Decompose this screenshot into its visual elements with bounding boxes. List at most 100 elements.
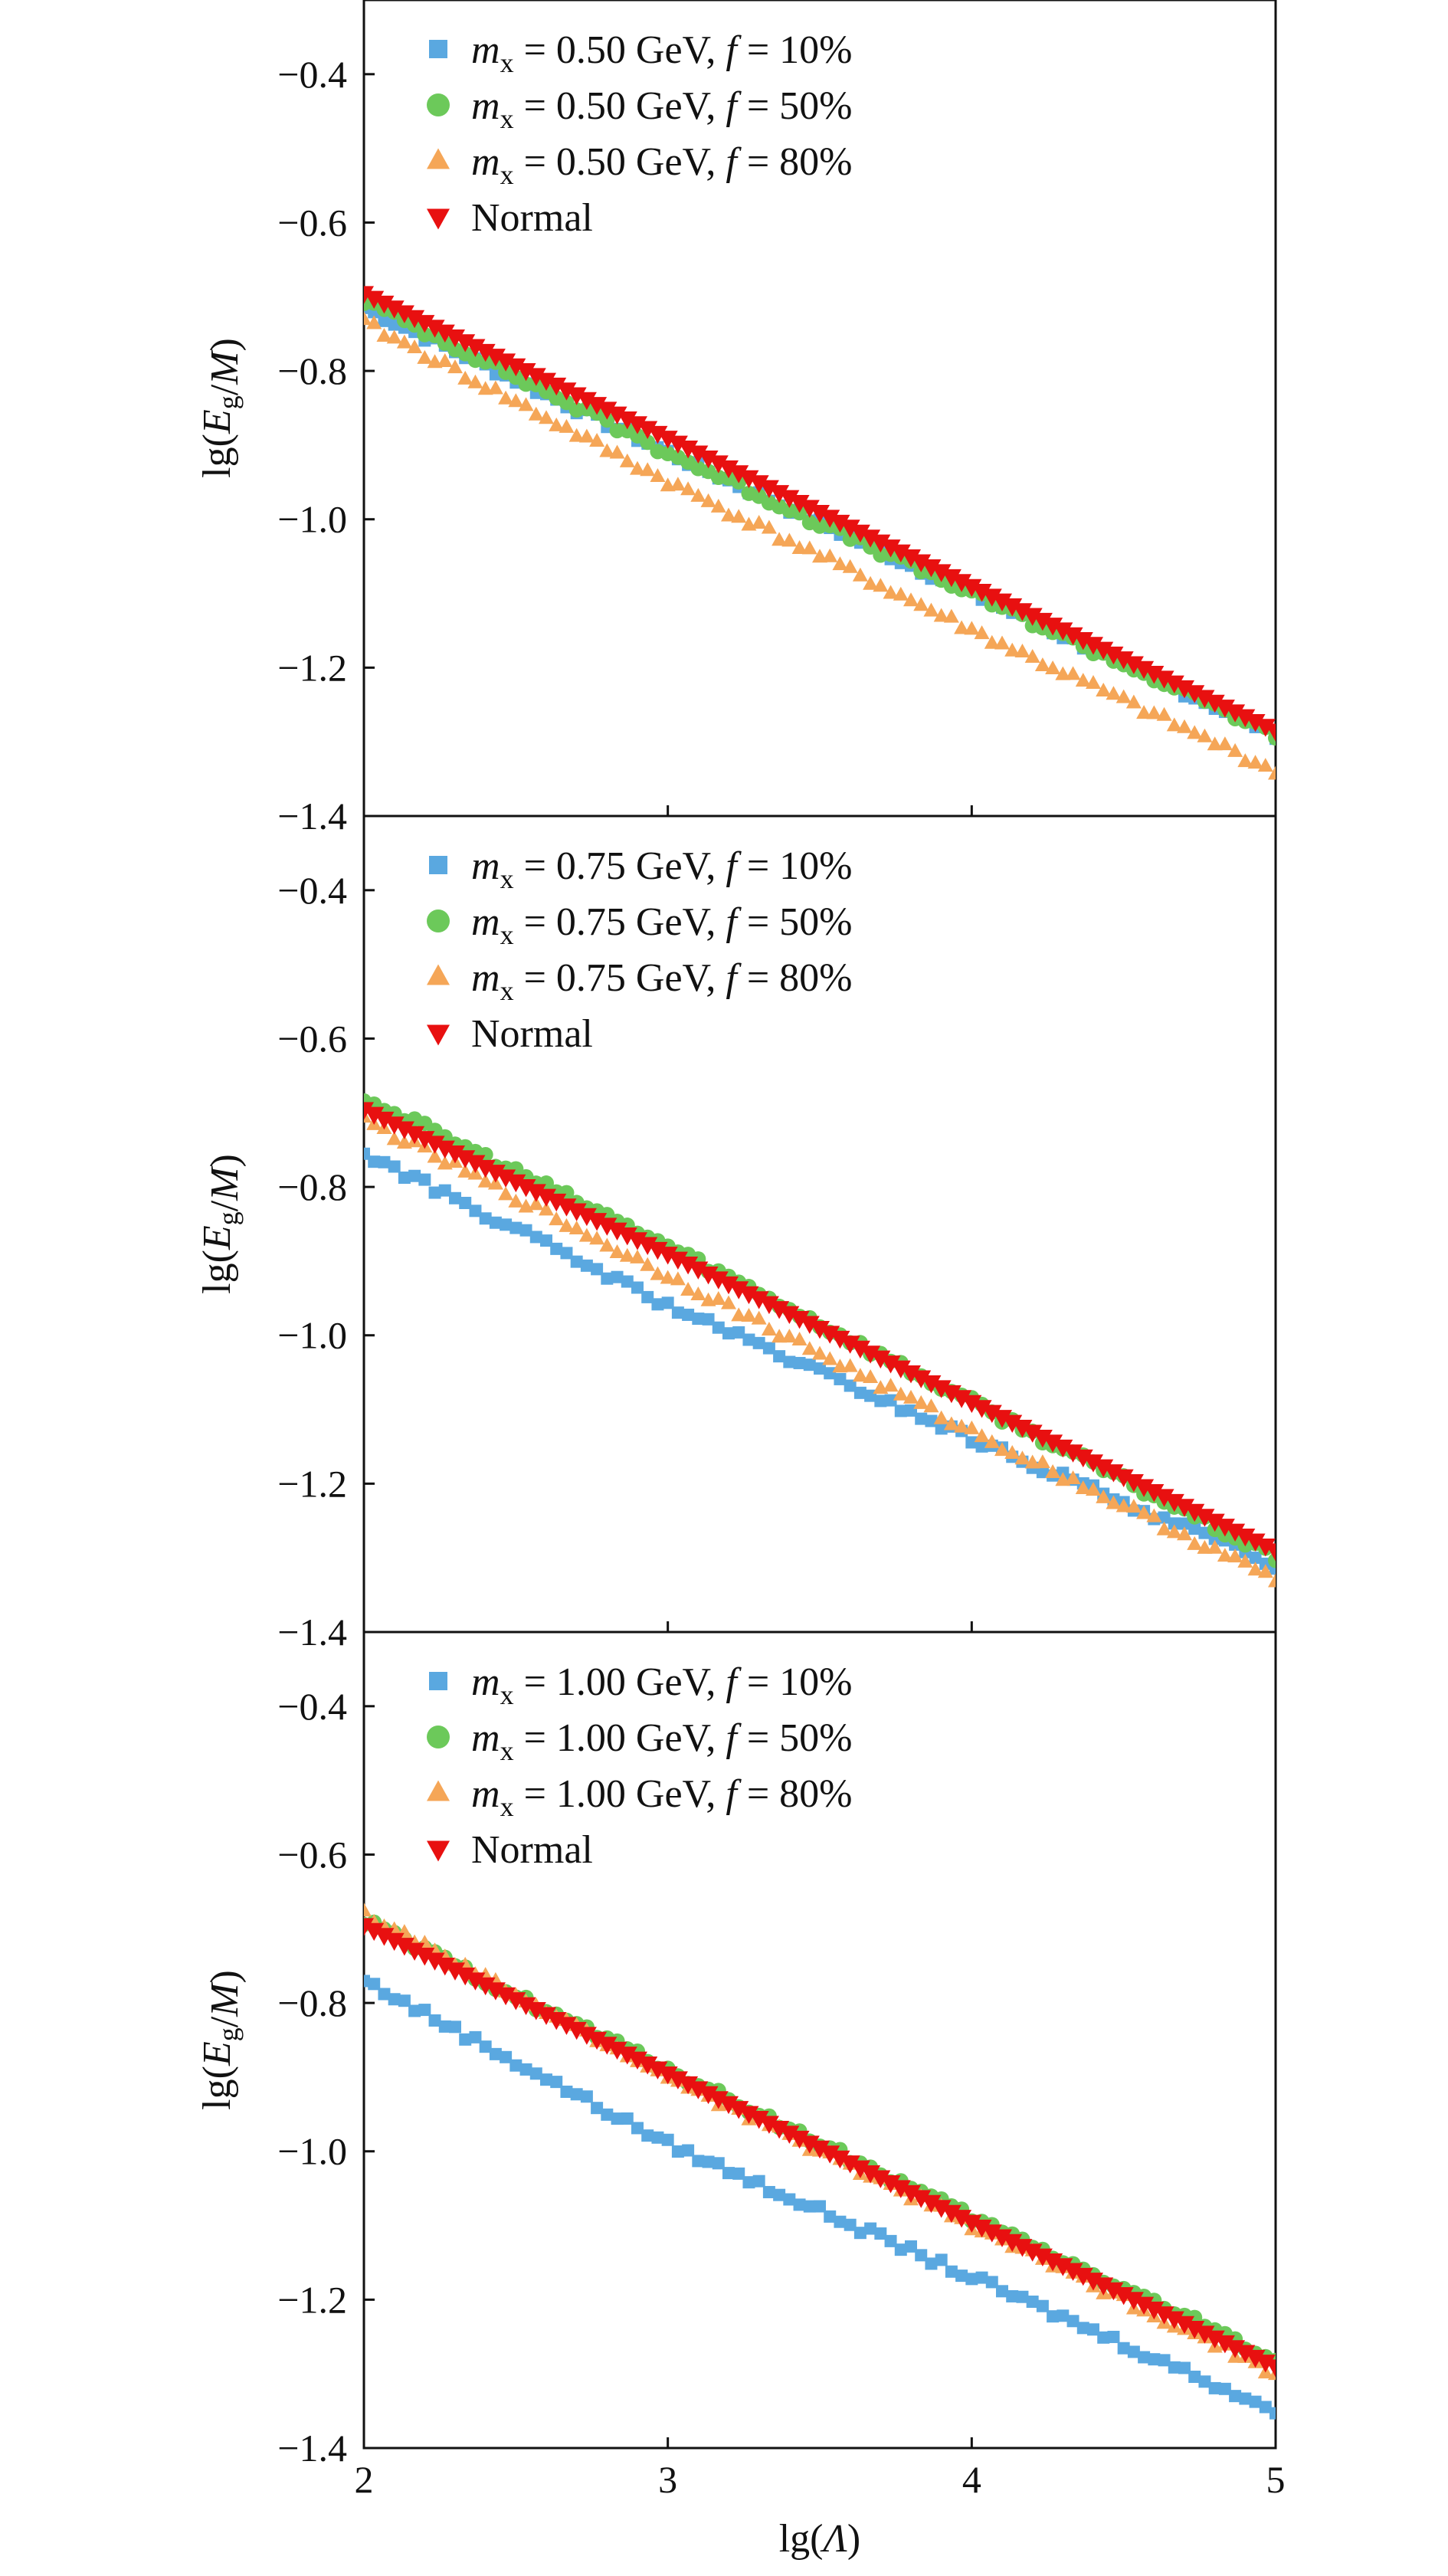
data-point: [477, 1173, 493, 1188]
data-point: [424, 1136, 445, 1154]
data-point: [791, 1331, 808, 1345]
legend-label-f10: mx = 0.75 GeV, f = 10%: [471, 844, 852, 894]
data-point: [529, 1231, 542, 1244]
data-point: [445, 1962, 465, 1981]
data-point: [1073, 2267, 1093, 2286]
data-point: [1174, 680, 1194, 699]
data-point: [680, 481, 696, 496]
data-point: [651, 2131, 664, 2144]
data-point: [671, 2145, 684, 2158]
data-point: [364, 1975, 370, 1988]
data-point: [1053, 2258, 1073, 2276]
y-axis-title: lg(Eg/M): [195, 338, 247, 478]
data-point: [434, 324, 455, 343]
data-point: [913, 1395, 929, 1409]
data-point: [974, 1428, 990, 1443]
legend-label-f50: mx = 0.75 GeV, f = 50%: [471, 900, 852, 950]
data-point: [556, 2017, 577, 2035]
data-point: [1187, 725, 1203, 739]
data-point: [1117, 2342, 1130, 2355]
data-point: [880, 1355, 901, 1374]
data-point: [901, 1365, 921, 1384]
data-point: [528, 1196, 544, 1211]
data-point: [935, 1422, 948, 1435]
data-point: [485, 349, 506, 367]
data-point: [475, 343, 496, 362]
data-point: [1269, 1562, 1276, 1575]
data-point: [761, 519, 777, 534]
data-point: [1194, 690, 1215, 708]
legend: mx = 0.75 GeV, f = 10% mx = 0.75 GeV, f =…: [427, 844, 852, 1056]
y-tick-label: −0.8: [277, 1165, 347, 1208]
data-point: [678, 2076, 699, 2095]
data-point: [994, 635, 1010, 650]
data-point: [1043, 2253, 1063, 2272]
data-point: [609, 1244, 625, 1259]
data-point: [1164, 2311, 1184, 2329]
legend-label-f80: mx = 0.50 GeV, f = 80%: [471, 140, 852, 190]
data-point: [418, 2004, 431, 2017]
data-point: [445, 329, 465, 348]
data-point: [667, 435, 688, 454]
data-point: [1214, 700, 1235, 718]
data-point: [650, 468, 666, 483]
data-point: [981, 1404, 1002, 1424]
y-axis-title: lg(Eg/M): [195, 1970, 247, 2110]
data-point: [386, 1131, 402, 1145]
data-point: [455, 334, 476, 352]
data-point: [1158, 1511, 1171, 1524]
data-point: [962, 1395, 982, 1414]
data-points: [364, 286, 1276, 780]
y-tick-label: −1.2: [277, 646, 347, 689]
data-point: [388, 1993, 401, 2006]
data-point: [1115, 689, 1132, 703]
data-point: [1012, 1420, 1033, 1438]
data-point: [1207, 1539, 1223, 1554]
data-point: [722, 2167, 735, 2180]
series-normal: [364, 1102, 1276, 1562]
series-f10: [364, 1975, 1276, 2420]
data-point: [1225, 2340, 1246, 2358]
data-point: [702, 1313, 715, 1326]
data-point: [475, 1977, 496, 1996]
data-point: [682, 2144, 695, 2157]
data-point: [996, 2285, 1008, 2298]
data-point: [465, 1155, 486, 1173]
y-tick-label: −0.4: [277, 869, 347, 912]
data-point: [670, 1271, 686, 1286]
data-point: [1113, 2287, 1134, 2306]
data-point: [457, 1163, 473, 1178]
data-point: [1266, 2359, 1276, 2378]
data-point: [1164, 1493, 1184, 1512]
data-point: [719, 2096, 739, 2115]
data-point: [1006, 2289, 1019, 2302]
data-point: [1184, 2321, 1205, 2339]
data-point: [601, 1272, 614, 1285]
data-point: [1014, 644, 1030, 658]
plot-frame: [362, 1630, 1277, 2450]
data-point: [682, 1308, 695, 1321]
data-point: [607, 1222, 627, 1241]
y-tick-label: −1.2: [277, 2278, 347, 2321]
data-point: [749, 1291, 769, 1309]
data-point: [1043, 618, 1063, 636]
data-point: [1096, 1489, 1112, 1503]
data-point: [597, 1218, 618, 1236]
data-point: [1235, 2345, 1256, 2363]
data-point: [1245, 2349, 1266, 2368]
data-point: [834, 2215, 847, 2228]
data-point: [394, 1938, 414, 1956]
data-point: [1268, 1573, 1276, 1588]
data-point: [921, 559, 942, 578]
data-point: [398, 1172, 411, 1185]
y-tick-label: −0.6: [277, 1017, 347, 1060]
data-point: [627, 1232, 647, 1250]
data-point: [437, 353, 453, 368]
data-point: [1177, 719, 1192, 733]
data-point: [1255, 719, 1276, 737]
data-point: [374, 1111, 395, 1130]
data-point: [761, 1322, 777, 1336]
data-point: [599, 412, 615, 428]
data-point: [880, 539, 901, 558]
data-point: [518, 397, 534, 411]
